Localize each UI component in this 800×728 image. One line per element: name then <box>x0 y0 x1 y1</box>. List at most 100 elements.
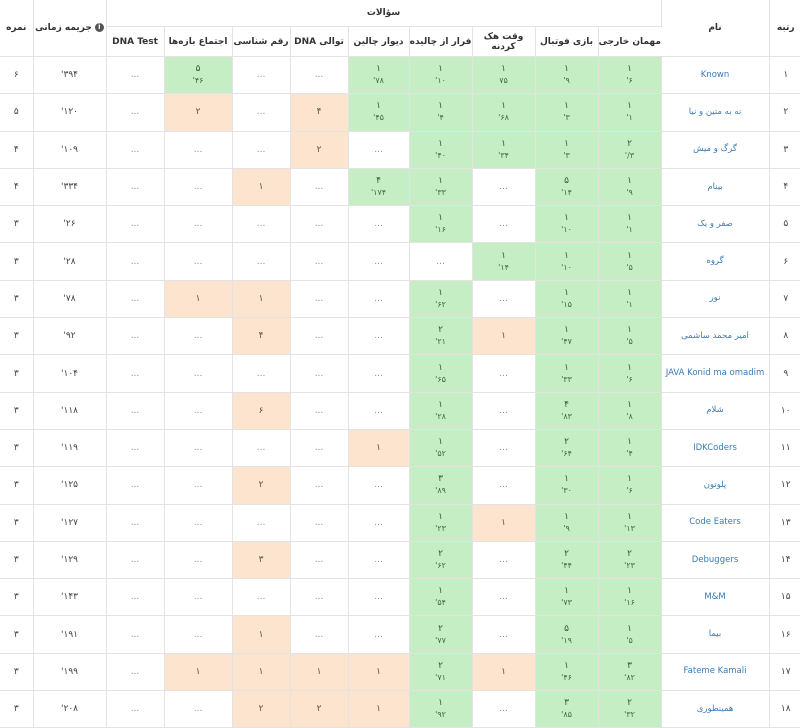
solved-cell[interactable]: ۱ ۱' <box>598 205 662 244</box>
solved-cell[interactable]: ۱ ۷۵ <box>472 56 536 95</box>
failed-attempt-cell[interactable]: ۱ <box>164 653 233 692</box>
empty-cell[interactable]: ... <box>348 354 410 393</box>
failed-attempt-cell[interactable]: ۱ <box>232 653 291 692</box>
empty-cell[interactable]: ... <box>290 541 349 580</box>
empty-cell[interactable]: ... <box>232 56 291 95</box>
empty-cell[interactable]: ... <box>290 56 349 95</box>
solved-cell[interactable]: ۳ ۸۹' <box>409 466 473 505</box>
empty-cell[interactable]: ... <box>348 317 410 356</box>
failed-attempt-cell[interactable]: ۱ <box>348 429 410 468</box>
solved-cell[interactable]: ۱ ۱۰' <box>409 56 473 95</box>
solved-cell[interactable]: ۱ ۱' <box>598 93 662 132</box>
solved-cell[interactable]: ۱ ۳۰' <box>535 466 599 505</box>
solved-cell[interactable]: ۱ ۲۸' <box>409 392 473 430</box>
solved-cell[interactable]: ۵ ۱۹' <box>535 615 599 654</box>
failed-attempt-cell[interactable]: ۲ <box>232 466 291 505</box>
solved-cell[interactable]: ۲ ۲۳' <box>598 541 662 580</box>
empty-cell[interactable]: ... <box>290 168 349 207</box>
empty-cell[interactable]: ... <box>472 466 536 505</box>
empty-cell[interactable]: ... <box>106 504 165 542</box>
solved-cell[interactable]: ۱ ۹' <box>598 168 662 207</box>
solved-cell[interactable]: ۱ ۵' <box>598 615 662 654</box>
solved-cell[interactable]: ۲ ۲۱' <box>409 317 473 356</box>
empty-cell[interactable]: ... <box>472 280 536 319</box>
empty-cell[interactable]: ... <box>164 429 233 468</box>
failed-attempt-cell[interactable]: ۱ <box>232 280 291 319</box>
team-name-link[interactable]: JAVA Konid ma omadim <box>661 354 770 393</box>
empty-cell[interactable]: ... <box>232 242 291 281</box>
solved-cell[interactable]: ۱ ۴۰' <box>409 131 473 169</box>
solved-cell[interactable]: ۱ ۱۶' <box>598 578 662 617</box>
team-name-link[interactable]: گرگ و میش <box>661 131 770 169</box>
failed-attempt-cell[interactable]: ۱ <box>472 317 536 356</box>
empty-cell[interactable]: ... <box>232 93 291 132</box>
empty-cell[interactable]: ... <box>164 168 233 207</box>
empty-cell[interactable]: ... <box>290 242 349 281</box>
empty-cell[interactable]: ... <box>348 504 410 542</box>
solved-cell[interactable]: ۱ ۵۲' <box>409 429 473 468</box>
empty-cell[interactable]: ... <box>290 354 349 393</box>
empty-cell[interactable]: ... <box>106 93 165 132</box>
solved-cell[interactable]: ۱ ۱۰' <box>535 205 599 244</box>
solved-cell[interactable]: ۱ ۶' <box>598 56 662 95</box>
empty-cell[interactable]: ... <box>232 578 291 617</box>
team-name-link[interactable]: همینطوری <box>661 690 770 728</box>
empty-cell[interactable]: ... <box>164 131 233 169</box>
solved-cell[interactable]: ۱ ۱۶' <box>409 205 473 244</box>
failed-attempt-cell[interactable]: ۱ <box>232 615 291 654</box>
solved-cell[interactable]: ۱ ۶۸' <box>472 93 536 132</box>
solved-cell[interactable]: ۴ ۱۷۴' <box>348 168 410 207</box>
solved-cell[interactable]: ۵ ۱۴' <box>535 168 599 207</box>
empty-cell[interactable]: ... <box>106 317 165 356</box>
empty-cell[interactable]: ... <box>472 429 536 468</box>
solved-cell[interactable]: ۱ ۶۲' <box>409 280 473 319</box>
team-name-link[interactable]: Fateme Kamali <box>661 653 770 692</box>
solved-cell[interactable]: ۲ ۴۴' <box>535 541 599 580</box>
failed-attempt-cell[interactable]: ۱ <box>164 280 233 319</box>
empty-cell[interactable]: ... <box>290 466 349 505</box>
solved-cell[interactable]: ۱ ۹' <box>535 56 599 95</box>
solved-cell[interactable]: ۱ ۷۸' <box>348 56 410 95</box>
question-header-5[interactable]: دیوار چالین <box>348 26 410 57</box>
empty-cell[interactable]: ... <box>164 392 233 430</box>
empty-cell[interactable]: ... <box>409 242 473 281</box>
question-header-2[interactable]: بازی فوتبال <box>535 26 599 57</box>
solved-cell[interactable]: ۲ ۶۴' <box>535 429 599 468</box>
info-icon[interactable]: i <box>94 23 104 32</box>
empty-cell[interactable]: ... <box>164 205 233 244</box>
team-name-link[interactable]: پلوتون <box>661 466 770 505</box>
empty-cell[interactable]: ... <box>164 354 233 393</box>
empty-cell[interactable]: ... <box>472 205 536 244</box>
empty-cell[interactable]: ... <box>348 541 410 580</box>
team-name-link[interactable]: گروه <box>661 242 770 281</box>
empty-cell[interactable]: ... <box>472 541 536 580</box>
team-name-link[interactable]: بیما <box>661 615 770 654</box>
empty-cell[interactable]: ... <box>472 392 536 430</box>
empty-cell[interactable]: ... <box>348 131 410 169</box>
empty-cell[interactable]: ... <box>164 317 233 356</box>
solved-cell[interactable]: ۱ ۴۷' <box>535 317 599 356</box>
solved-cell[interactable]: ۱ ۹' <box>535 504 599 542</box>
empty-cell[interactable]: ... <box>164 690 233 728</box>
empty-cell[interactable]: ... <box>106 392 165 430</box>
team-name-link[interactable]: Known <box>661 56 770 95</box>
empty-cell[interactable]: ... <box>290 429 349 468</box>
team-name-link[interactable]: M&M <box>661 578 770 617</box>
empty-cell[interactable]: ... <box>106 466 165 505</box>
team-name-link[interactable]: Code Eaters <box>661 504 770 542</box>
solved-cell[interactable]: ۱ ۳۴' <box>472 131 536 169</box>
failed-attempt-cell[interactable]: ۲ <box>232 690 291 728</box>
empty-cell[interactable]: ... <box>106 429 165 468</box>
empty-cell[interactable]: ... <box>348 280 410 319</box>
solved-cell[interactable]: ۲ ۳۲' <box>598 690 662 728</box>
solved-cell[interactable]: ۱ ۲۳' <box>409 504 473 542</box>
failed-attempt-cell[interactable]: ۱ <box>348 653 410 692</box>
solved-cell[interactable]: ۱ ۷۳' <box>535 578 599 617</box>
empty-cell[interactable]: ... <box>106 242 165 281</box>
solved-cell[interactable]: ۱ ۱۵' <box>535 280 599 319</box>
empty-cell[interactable]: ... <box>164 242 233 281</box>
empty-cell[interactable]: ... <box>232 504 291 542</box>
solved-cell[interactable]: ۲ ۶۲' <box>409 541 473 580</box>
empty-cell[interactable]: ... <box>232 429 291 468</box>
empty-cell[interactable]: ... <box>164 466 233 505</box>
